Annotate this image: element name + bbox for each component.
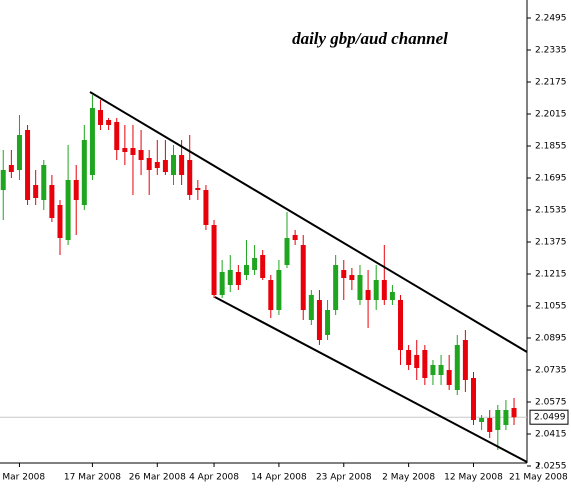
candle-body: [349, 275, 355, 280]
y-tick-label: 2.0735: [535, 366, 567, 376]
candle-body: [162, 160, 168, 172]
candle-body: [243, 265, 249, 275]
x-tick-label: 26 Mar 2008: [129, 473, 186, 483]
y-tick-label: 2.0575: [535, 398, 567, 408]
candle-body: [146, 158, 152, 170]
candle-body: [300, 245, 306, 310]
candle-body: [406, 350, 412, 365]
candle-body: [130, 148, 136, 155]
candle-body: [57, 205, 63, 238]
candle-body: [333, 265, 339, 310]
candle-body: [430, 365, 436, 375]
candle-body: [195, 188, 201, 190]
candle-body: [16, 135, 22, 170]
candle-body: [171, 155, 177, 175]
candle-body: [41, 165, 47, 200]
y-tick-label: 2.0255: [535, 462, 567, 472]
candle-body: [454, 345, 460, 390]
candle-body: [211, 225, 217, 295]
x-tick-label: 23 Apr 2008: [316, 473, 372, 483]
candle-body: [187, 160, 193, 195]
candle-body: [503, 410, 509, 425]
candle-body: [203, 190, 209, 225]
y-tick-label: 2.2015: [535, 110, 567, 120]
y-tick-label: 2.1055: [535, 302, 567, 312]
x-tick-label: 12 May 2008: [444, 473, 503, 483]
candle-body: [446, 370, 452, 385]
y-tick-label: 2.2175: [535, 78, 567, 88]
y-tick-label: 2.1535: [535, 206, 567, 216]
last-price-box: [529, 409, 569, 425]
x-tick-label: 17 Mar 2008: [64, 473, 121, 483]
candle-body: [73, 180, 79, 200]
candle-body: [308, 295, 314, 320]
candle-body: [365, 290, 371, 300]
y-tick-label: 2.1215: [535, 270, 567, 280]
x-tick-label: 21 May 2008: [509, 473, 568, 483]
candle-body: [414, 355, 420, 368]
y-tick-label: 2.2495: [535, 14, 567, 24]
y-tick-label: 2.0415: [535, 430, 567, 440]
candle-body: [373, 280, 379, 300]
candle-body: [154, 162, 160, 168]
candle-body: [438, 365, 444, 375]
chart-title: daily gbp/aud channel: [292, 29, 448, 48]
x-tick-label: 2 May 2008: [382, 473, 435, 483]
candle-body: [422, 350, 428, 378]
candle-body: [98, 110, 104, 125]
candle-body: [276, 270, 282, 310]
candle-body: [487, 418, 493, 432]
candle-body: [268, 280, 274, 310]
candle-body: [495, 410, 501, 430]
candle-body: [81, 140, 87, 205]
candle-body: [25, 130, 31, 200]
candle-body: [260, 255, 266, 278]
channel-line: [214, 296, 528, 463]
channel-line: [89, 91, 528, 353]
candle-body: [219, 272, 225, 295]
candle-body: [89, 108, 95, 175]
candle-body: [389, 292, 395, 300]
last-price-label: 2.0499: [534, 413, 566, 423]
y-tick-label: 2.2335: [535, 46, 567, 56]
candle-body: [122, 148, 128, 152]
candle-body: [179, 155, 185, 175]
y-tick-label: 2.0895: [535, 334, 567, 344]
candle-body: [227, 270, 233, 285]
candle-body: [114, 122, 120, 150]
candle-body: [138, 150, 144, 160]
candle-body: [479, 418, 485, 422]
candle-body: [65, 180, 71, 240]
candle-body: [511, 408, 517, 418]
candle-body: [252, 258, 258, 270]
candle-body: [381, 280, 387, 300]
y-tick-label: 2.1695: [535, 174, 567, 184]
candle-body: [398, 300, 404, 350]
x-tick-label: 4 Apr 2008: [189, 473, 239, 483]
candle-body: [0, 170, 6, 190]
x-tick-label: 14 Apr 2008: [251, 473, 307, 483]
y-tick-label: 2.1375: [535, 238, 567, 248]
candle-body: [235, 272, 241, 285]
candle-body: [8, 165, 14, 172]
candle-body: [49, 185, 55, 218]
candle-body: [292, 235, 298, 240]
y-tick-label: 2.1855: [535, 142, 567, 152]
candle-body: [341, 270, 347, 278]
candle-body: [106, 120, 112, 125]
candle-body: [284, 238, 290, 265]
candle-body: [470, 378, 476, 420]
candle-body: [325, 310, 331, 335]
candle-body: [316, 300, 322, 340]
x-tick-label: 7 Mar 2008: [0, 473, 45, 483]
candle-body: [33, 185, 39, 198]
candle-body: [462, 340, 468, 380]
candle-body: [357, 275, 363, 300]
